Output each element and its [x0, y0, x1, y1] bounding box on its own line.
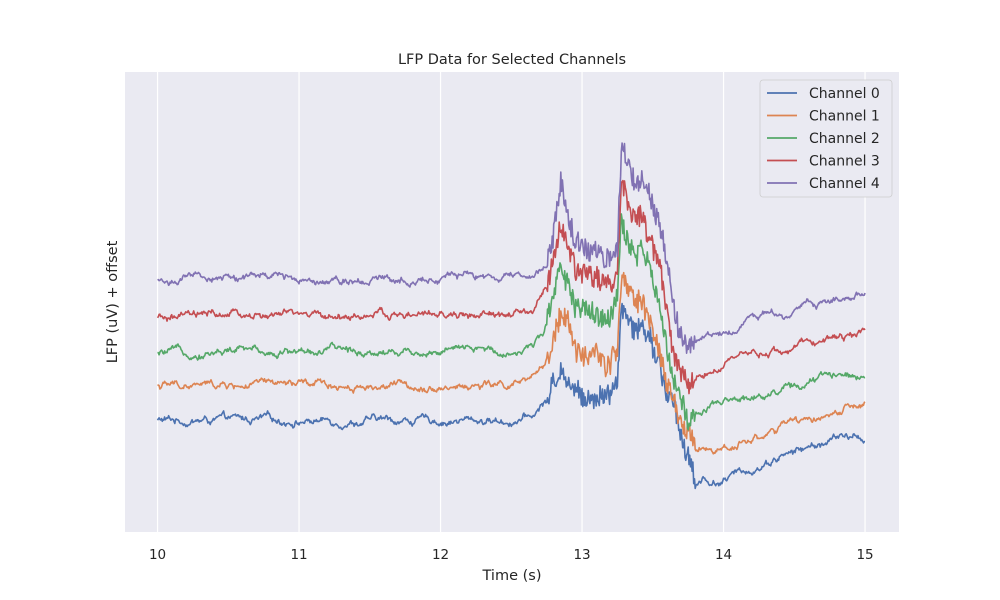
legend-label: Channel 0 — [809, 86, 880, 102]
series-line-channel-1 — [157, 271, 866, 455]
y-axis-label: LFP (uV) + offset — [105, 240, 121, 363]
x-axis-label: Time (s) — [482, 568, 542, 584]
legend-label: Channel 3 — [809, 154, 880, 170]
x-tick-label: 15 — [856, 547, 873, 563]
series-line-channel-4 — [157, 142, 866, 355]
x-tick-label: 11 — [290, 547, 307, 563]
legend-label: Channel 4 — [809, 176, 880, 192]
legend: Channel 0 Channel 1 Channel 2 Channel 3 Chan… — [759, 79, 893, 198]
legend-box — [759, 79, 893, 198]
x-tick-label: 14 — [715, 547, 732, 563]
x-tick-label: 12 — [432, 547, 449, 563]
x-tick-labels: 10 11 12 13 14 15 — [149, 547, 874, 563]
x-tick-label: 13 — [573, 547, 590, 563]
legend-label: Channel 1 — [809, 109, 880, 125]
legend-label: Channel 2 — [809, 131, 880, 147]
series-line-channel-3 — [156, 179, 866, 395]
x-tick-label: 10 — [149, 547, 166, 563]
series-line-channel-2 — [157, 213, 866, 431]
series-lines — [156, 142, 866, 490]
series-line-channel-0 — [156, 302, 866, 490]
chart-title: LFP Data for Selected Channels — [398, 52, 626, 68]
